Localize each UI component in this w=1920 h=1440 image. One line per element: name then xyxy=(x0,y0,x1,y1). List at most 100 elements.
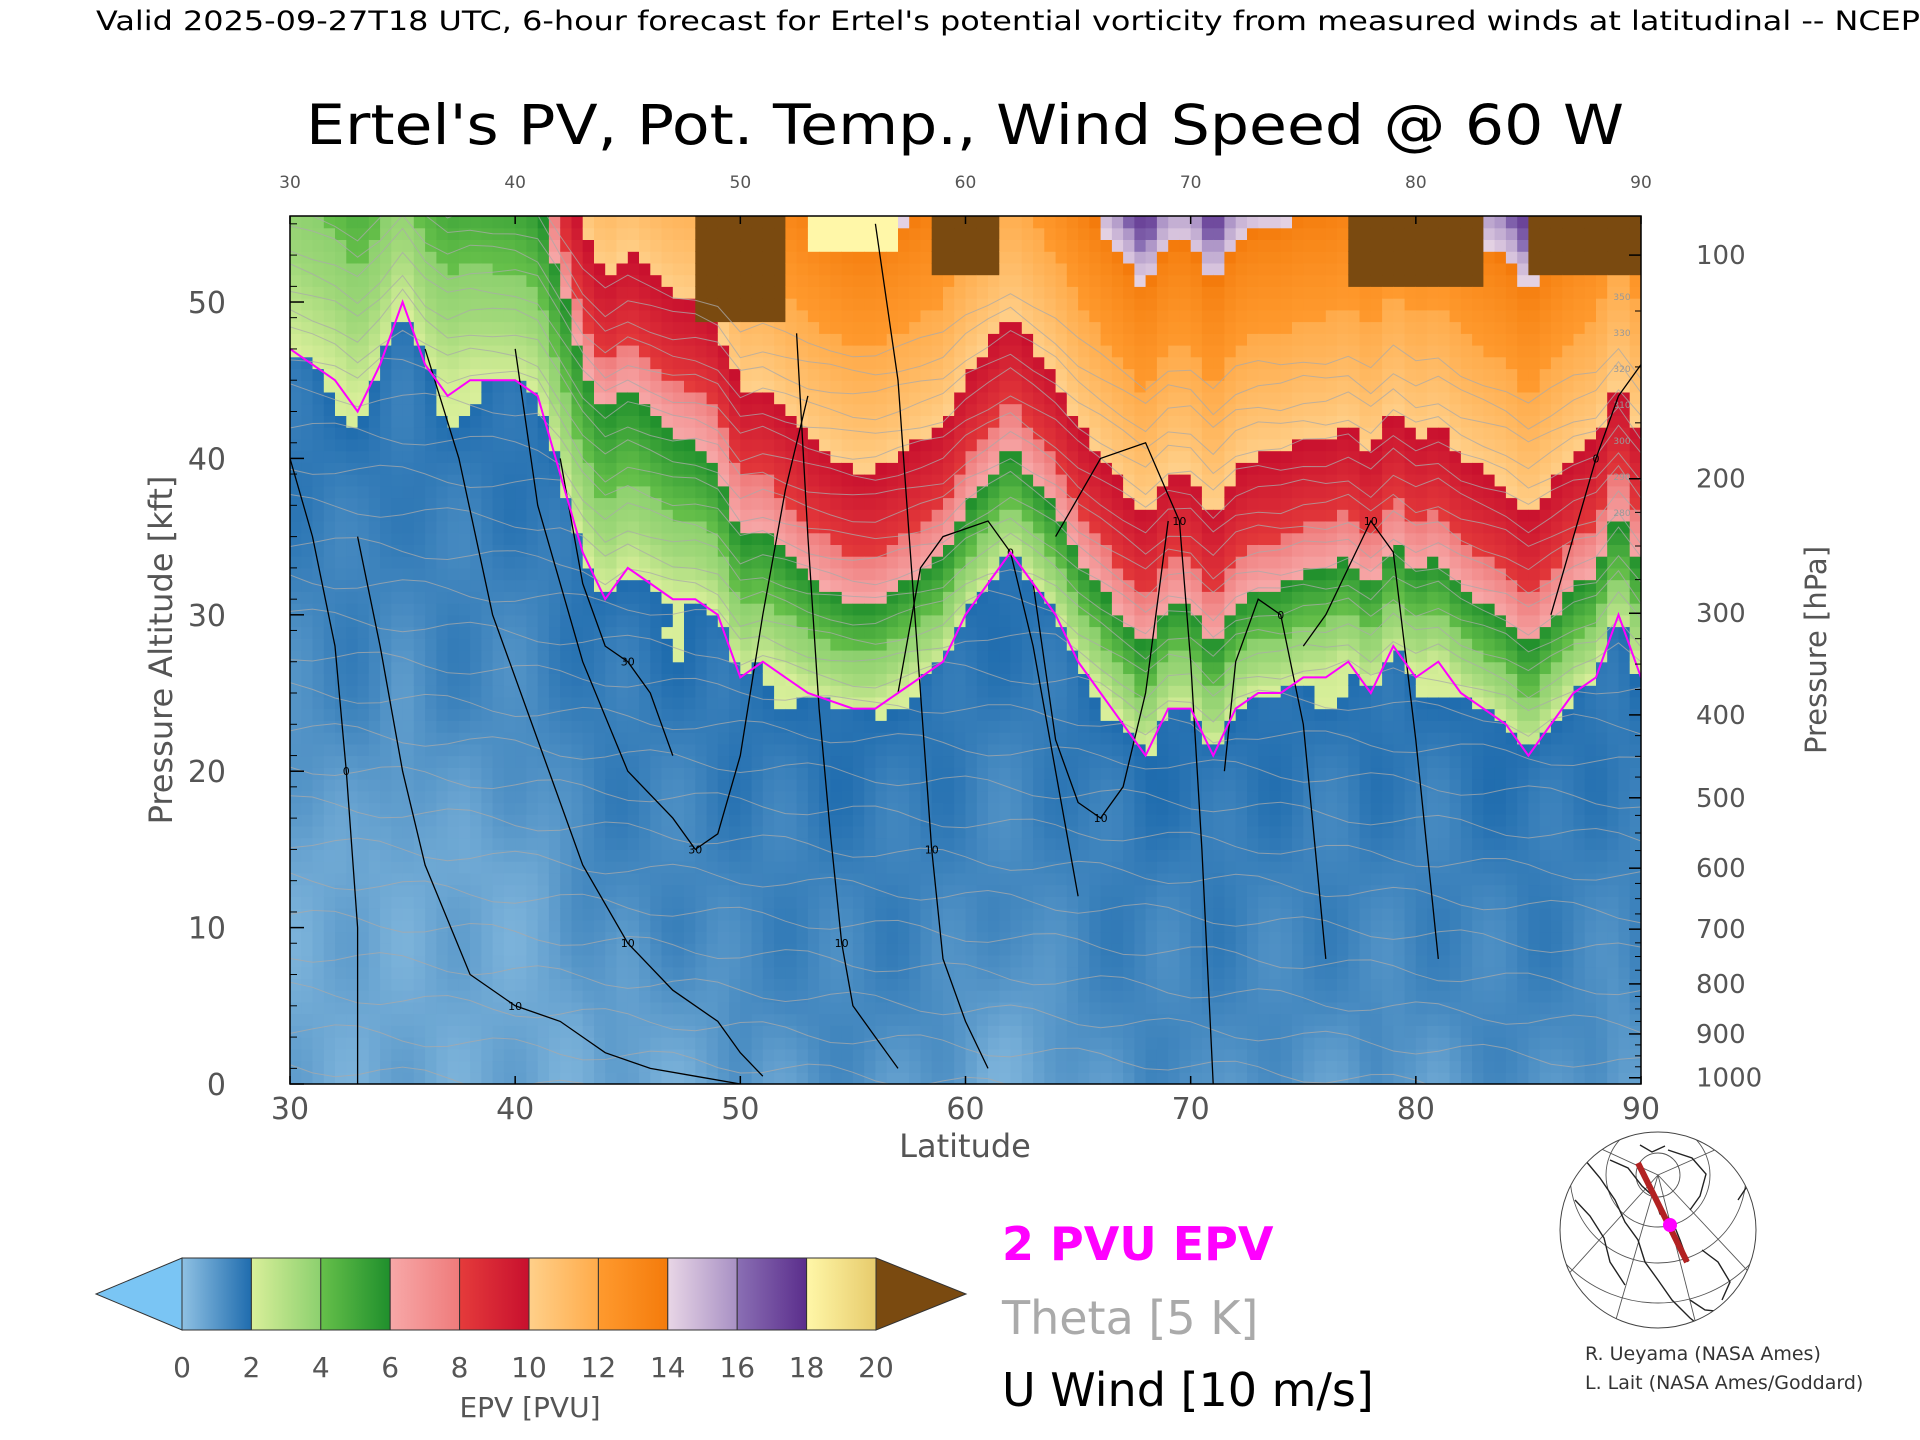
pv-cell xyxy=(931,274,944,287)
pv-cell xyxy=(988,415,1000,428)
pv-cell xyxy=(672,732,685,745)
pv-cell xyxy=(898,673,910,686)
pv-cell xyxy=(807,474,820,487)
pv-cell xyxy=(988,650,1000,663)
pv-cell xyxy=(875,1001,888,1015)
pv-cell xyxy=(402,356,415,370)
pv-cell xyxy=(1033,450,1045,463)
pv-cell xyxy=(560,262,573,276)
pv-cell xyxy=(841,814,854,827)
pv-cell xyxy=(807,1037,820,1050)
pv-cell xyxy=(819,837,831,850)
pv-cell xyxy=(943,380,955,393)
pv-cell xyxy=(841,896,854,909)
pv-cell xyxy=(785,802,798,815)
pv-cell xyxy=(290,1001,302,1015)
pv-cell xyxy=(526,614,539,628)
pv-cell xyxy=(425,345,437,358)
pv-cell xyxy=(481,919,494,933)
pv-cell xyxy=(357,403,370,416)
pv-cell xyxy=(627,814,640,827)
pv-cell xyxy=(1033,908,1045,921)
pv-cell xyxy=(312,720,325,733)
pv-cell xyxy=(425,450,437,463)
pv-cell xyxy=(639,345,651,358)
pv-cell xyxy=(796,955,809,968)
pv-cell xyxy=(458,943,471,956)
pv-cell xyxy=(762,579,775,592)
pv-cell xyxy=(312,544,325,557)
pv-cell xyxy=(425,849,437,862)
pv-cell xyxy=(402,814,415,827)
pv-cell xyxy=(864,216,877,229)
pv-cell xyxy=(290,614,302,628)
pv-cell xyxy=(515,861,528,874)
pv-cell xyxy=(616,603,629,616)
pv-cell xyxy=(886,978,899,991)
pv-cell xyxy=(458,1060,471,1073)
pv-cell xyxy=(920,356,933,370)
pv-cell xyxy=(661,943,674,956)
pv-cell xyxy=(346,532,359,545)
pv-cell xyxy=(402,403,415,416)
pv-cell xyxy=(1010,990,1023,1003)
pv-cell xyxy=(616,450,629,463)
pv-cell xyxy=(864,603,877,616)
pv-cell xyxy=(447,474,460,487)
pv-cell xyxy=(976,955,989,968)
pv-cell xyxy=(886,1072,899,1084)
pv-cell xyxy=(830,1048,843,1062)
pv-cell xyxy=(594,497,606,510)
pv-cell xyxy=(988,1037,1000,1050)
pv-cell xyxy=(425,650,437,663)
pv-cell xyxy=(1021,696,1034,710)
pv-cell xyxy=(346,779,359,792)
pv-cell xyxy=(886,955,899,968)
pv-cell xyxy=(627,896,640,909)
pv-cell xyxy=(819,356,831,370)
pv-cell xyxy=(864,638,877,651)
pv-cell xyxy=(594,978,606,991)
pv-cell xyxy=(672,837,685,850)
pv-cell xyxy=(616,825,629,839)
pv-cell xyxy=(898,908,910,921)
pv-cell xyxy=(954,216,967,229)
pv-cell xyxy=(492,309,505,323)
pv-cell xyxy=(368,767,381,780)
pv-cell xyxy=(627,216,640,229)
pv-cell xyxy=(515,755,528,768)
pv-cell xyxy=(594,368,606,381)
pv-cell xyxy=(323,802,336,815)
pv-cell xyxy=(729,1048,741,1062)
pv-cell xyxy=(976,485,989,499)
pv-cell xyxy=(1021,509,1034,522)
pv-cell xyxy=(729,1001,741,1015)
pv-cell xyxy=(290,427,302,440)
pv-cell xyxy=(999,509,1012,522)
pv-cell xyxy=(616,790,629,804)
pv-cell xyxy=(954,802,967,815)
pv-cell xyxy=(368,474,381,487)
pv-cell xyxy=(684,309,696,323)
pv-cell xyxy=(627,650,640,663)
pv-cell xyxy=(436,673,449,686)
pv-cell xyxy=(413,685,426,698)
pv-cell xyxy=(717,708,730,721)
pv-cell xyxy=(751,391,764,405)
pv-cell xyxy=(943,708,955,721)
pv-cell xyxy=(965,450,978,463)
pv-cell xyxy=(301,814,314,827)
pv-cell xyxy=(413,239,426,252)
pv-cell xyxy=(470,1060,482,1073)
pv-cell xyxy=(346,837,359,850)
pv-cell xyxy=(830,1001,843,1015)
pv-cell xyxy=(639,708,651,721)
pv-cell xyxy=(999,872,1012,886)
pv-cell xyxy=(954,685,967,698)
pv-cell xyxy=(841,415,854,428)
pv-cell xyxy=(729,720,741,733)
pv-cell xyxy=(312,638,325,651)
pv-cell xyxy=(425,1001,437,1015)
pv-cell xyxy=(548,978,561,991)
pv-cell xyxy=(425,497,437,510)
